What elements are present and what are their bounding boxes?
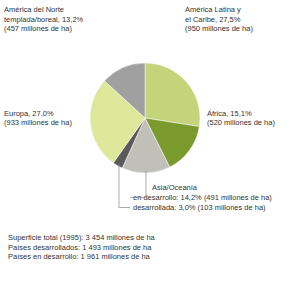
group-header: Asia/Oceanía [152, 183, 198, 192]
slice-label: América del Nortetemplada/boreal, 13,2%(… [4, 5, 84, 33]
slice-label: desarrollada: 3,0% (103 millones de ha) [133, 203, 266, 212]
slice-label: América Latina yel Caribe, 27,5%(950 mil… [185, 5, 253, 33]
leader-line [119, 163, 130, 207]
leader-line [130, 170, 146, 197]
footer: Superficie total (1995): 3 454 millones … [8, 233, 156, 261]
chart-container: América Latina yel Caribe, 27,5%(950 mil… [0, 0, 300, 293]
slice-label: Europa, 27,0%(933 millones de ha) [4, 109, 72, 128]
slice-label: África, 15,1%(520 millones de ha) [207, 109, 275, 128]
pie-slice [104, 63, 145, 118]
chart: América Latina yel Caribe, 27,5%(950 mil… [0, 0, 300, 293]
slice-label: en desarrollo: 14,2% (491 millones de ha… [133, 193, 272, 202]
pie-slice [145, 63, 200, 127]
pie [90, 63, 200, 173]
